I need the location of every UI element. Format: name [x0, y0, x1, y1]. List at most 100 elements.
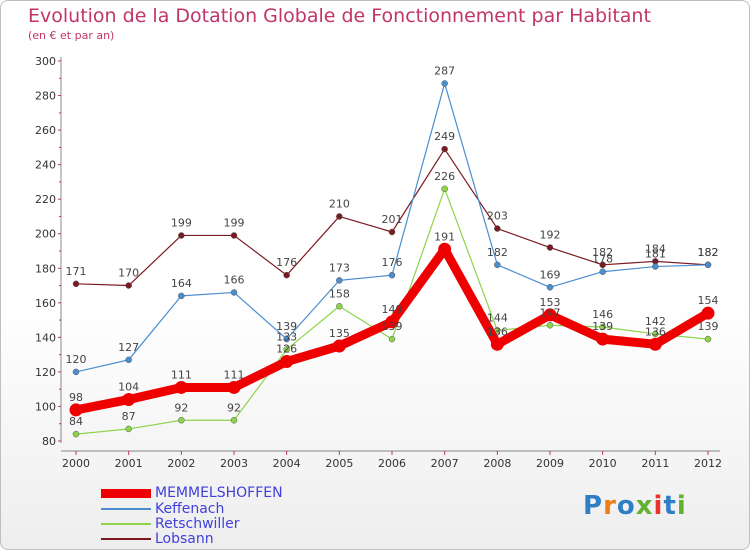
y-tick-label: 140 [35, 331, 56, 344]
chart-subtitle: (en € et par an) [28, 29, 115, 42]
data-point [336, 303, 343, 310]
data-label: 169 [540, 268, 561, 281]
data-label: 182 [592, 246, 613, 259]
x-tick-label: 2007 [431, 457, 459, 470]
x-tick-label: 2009 [536, 457, 564, 470]
legend-label: MEMMELSHOFFEN [155, 485, 283, 501]
data-point [652, 263, 659, 270]
x-tick-label: 2008 [483, 457, 511, 470]
data-label: 210 [329, 197, 350, 210]
chart-title: Evolution de la Dotation Globale de Fonc… [28, 5, 651, 27]
data-label: 87 [122, 410, 136, 423]
data-point [178, 232, 185, 239]
data-label: 142 [645, 315, 666, 328]
data-point [227, 380, 241, 394]
data-label: 170 [118, 267, 139, 280]
data-point [280, 355, 294, 369]
data-point [72, 430, 80, 438]
y-tick-label: 100 [35, 400, 56, 413]
y-tick-label: 280 [35, 90, 56, 103]
data-label: 171 [66, 265, 87, 278]
legend-swatch [101, 538, 151, 540]
proxiti-logo: Proxiti [583, 491, 687, 521]
data-label: 136 [487, 325, 508, 338]
data-label: 192 [540, 229, 561, 242]
data-label: 226 [434, 170, 455, 183]
data-point [599, 323, 606, 331]
data-point [704, 261, 712, 269]
data-point [599, 261, 606, 269]
x-tick-label: 2004 [273, 457, 301, 470]
data-point [438, 242, 452, 256]
data-point [546, 322, 554, 329]
legend-swatch [101, 508, 151, 510]
data-label: 181 [645, 248, 666, 261]
data-label: 84 [69, 415, 83, 428]
data-label: 182 [698, 246, 719, 259]
data-point [701, 306, 715, 320]
data-point [72, 280, 80, 288]
data-point [125, 425, 132, 433]
data-label: 126 [276, 343, 297, 356]
logo-letter: i [676, 491, 687, 521]
data-point [125, 282, 132, 289]
data-label: 199 [224, 216, 245, 229]
data-label: 98 [69, 391, 83, 404]
data-point [125, 356, 132, 364]
data-point [230, 289, 238, 296]
data-point [283, 335, 290, 343]
data-point [652, 330, 659, 338]
data-label: 147 [540, 306, 561, 319]
x-tick-label: 2003 [220, 457, 248, 470]
data-label: 127 [118, 341, 139, 354]
data-point [490, 337, 504, 351]
data-label: 184 [645, 242, 666, 255]
data-point [441, 185, 448, 193]
legend-swatch [101, 489, 151, 498]
data-label: 111 [224, 368, 245, 381]
data-label: 199 [171, 216, 192, 229]
legend-label: Lobsann [155, 531, 214, 547]
y-tick-label: 220 [35, 193, 56, 206]
data-label: 144 [487, 311, 508, 324]
data-label: 92 [174, 401, 188, 414]
data-label: 164 [171, 277, 192, 290]
data-label: 153 [540, 296, 561, 309]
y-tick-label: 240 [35, 159, 56, 172]
data-point [494, 261, 501, 269]
y-tick-label: 200 [35, 228, 56, 241]
data-label: 166 [224, 273, 245, 286]
data-point [122, 393, 136, 407]
data-point [178, 292, 185, 300]
data-label: 139 [382, 320, 403, 333]
y-tick-label: 300 [35, 55, 56, 68]
data-point [69, 403, 83, 417]
data-label: 287 [434, 64, 455, 77]
data-point [230, 232, 238, 239]
y-tick-label: 160 [35, 297, 56, 310]
data-label: 133 [276, 330, 297, 343]
data-point [441, 80, 448, 87]
logo-letter: i [653, 491, 664, 521]
y-tick-label: 180 [35, 262, 56, 275]
data-point [704, 335, 712, 343]
data-label: 136 [645, 325, 666, 338]
logo-letter: t [663, 491, 677, 521]
data-label: 139 [592, 320, 613, 333]
logo-letter: x [635, 491, 654, 521]
data-label: 176 [382, 256, 403, 269]
data-point [441, 145, 448, 153]
data-label: 120 [66, 353, 87, 366]
data-label: 173 [329, 261, 350, 274]
data-label: 182 [487, 246, 508, 259]
logo-letter: o [616, 491, 636, 521]
logo-letter: P [583, 491, 604, 521]
data-point [283, 346, 290, 353]
series-layer [69, 80, 715, 438]
data-label: 158 [329, 287, 350, 300]
data-point [385, 315, 399, 329]
legend-label: Retschwiller [155, 516, 240, 532]
